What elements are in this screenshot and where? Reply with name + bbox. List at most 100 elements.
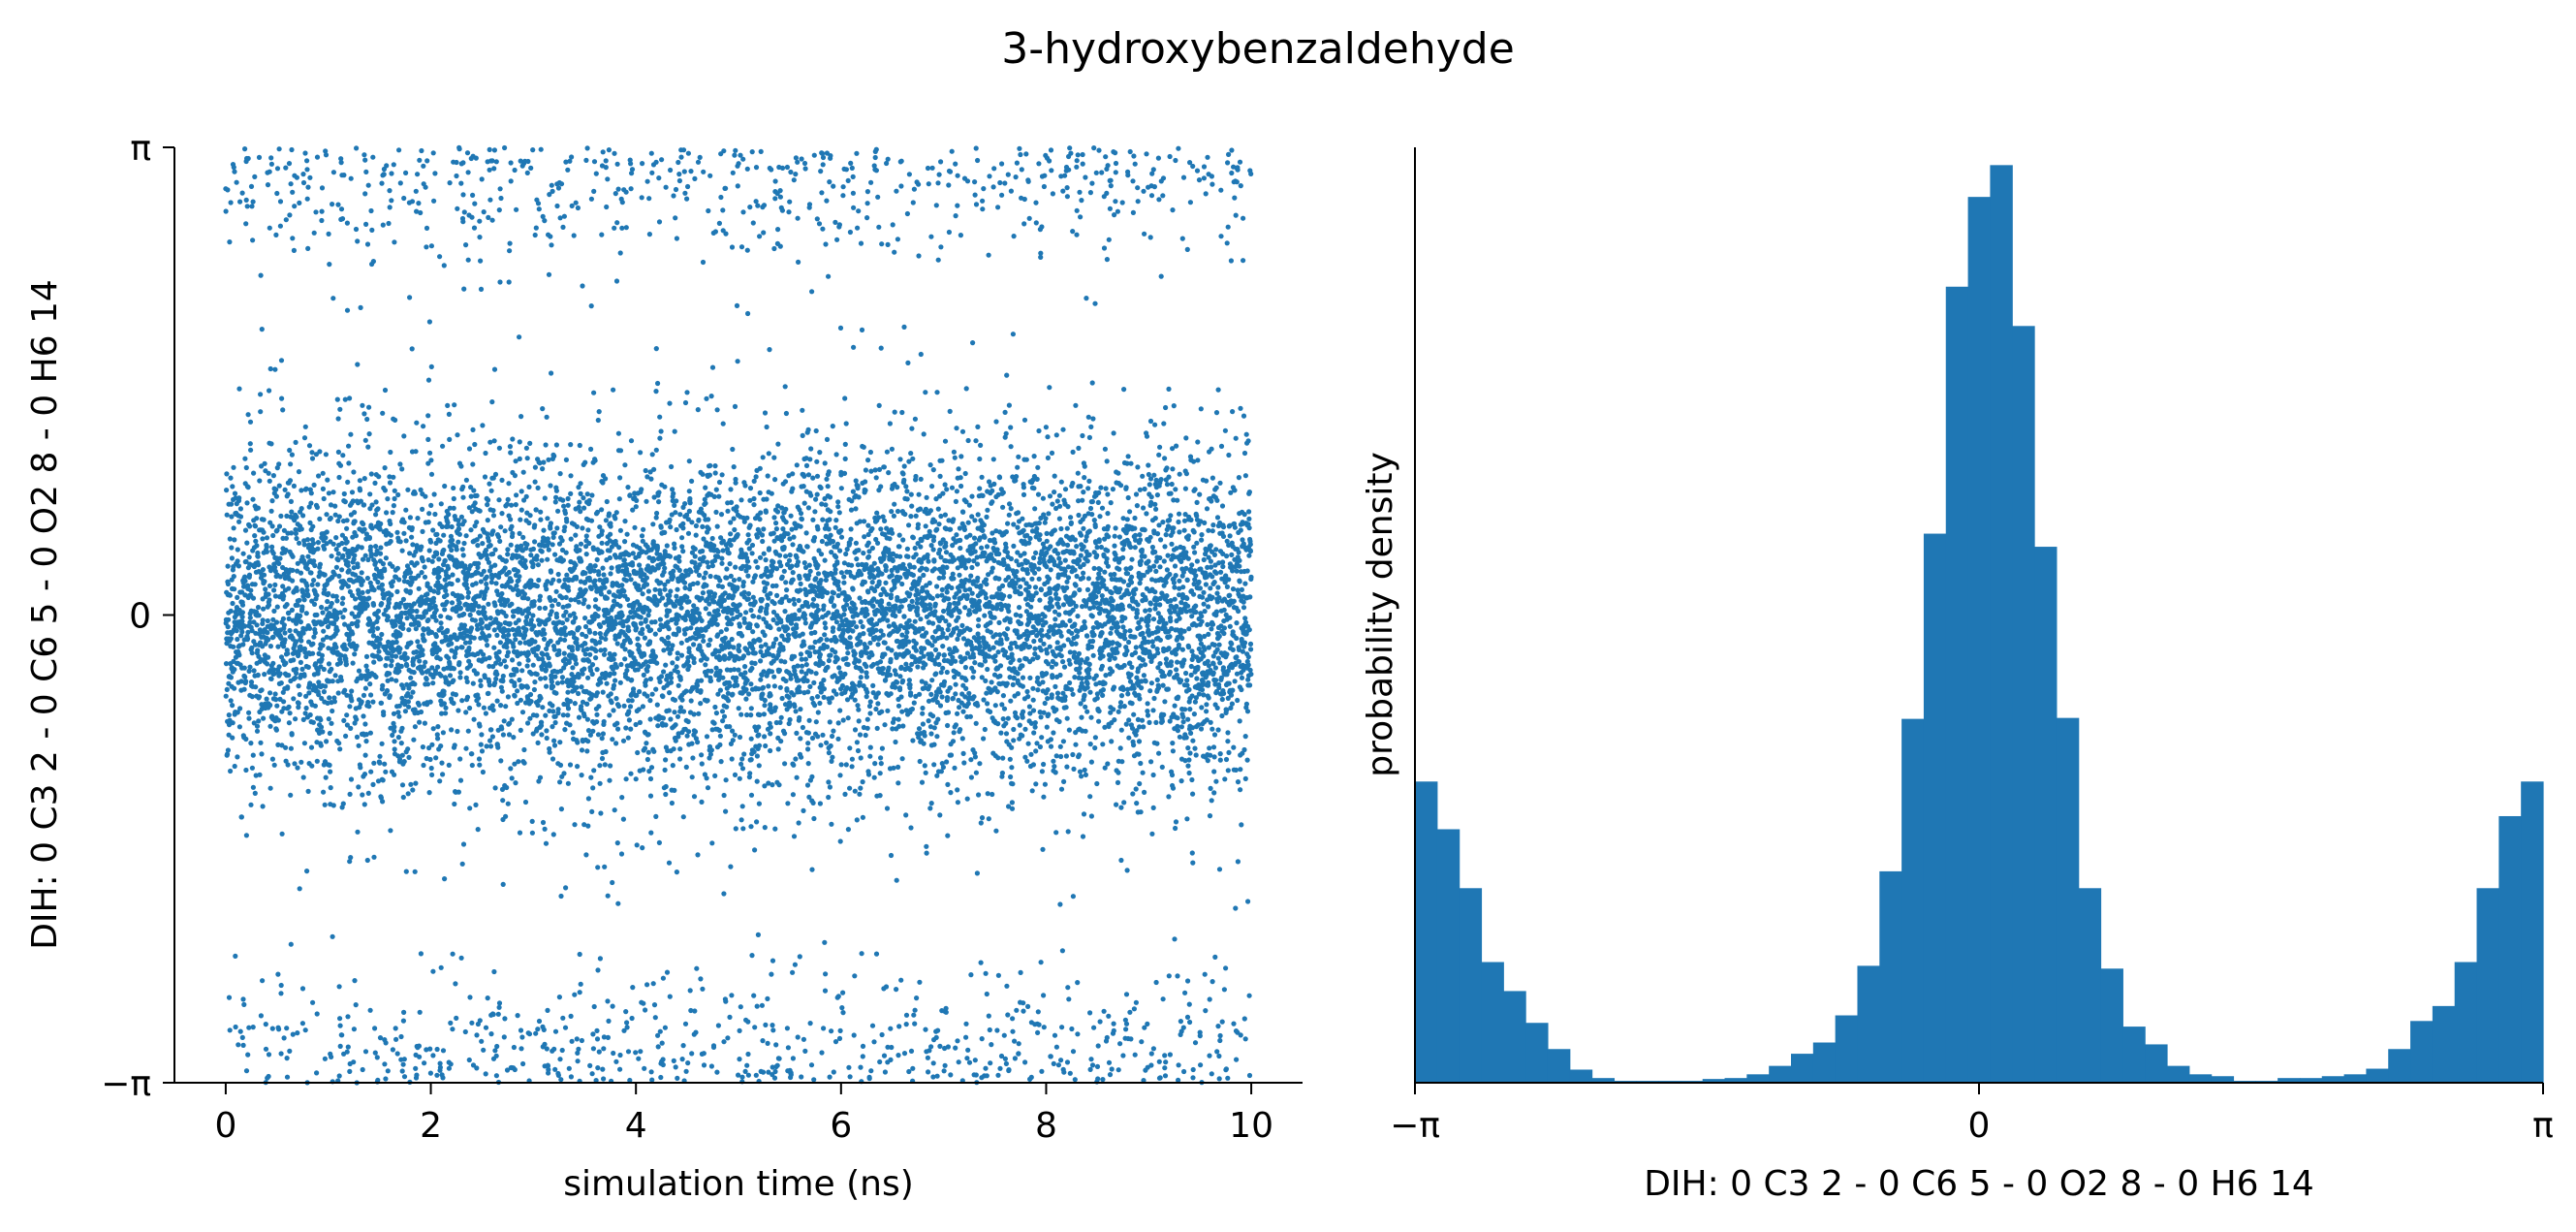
scatter-point: [495, 1011, 501, 1017]
scatter-point: [643, 616, 648, 623]
scatter-point: [700, 986, 706, 992]
scatter-point: [240, 642, 246, 648]
scatter-point: [397, 756, 403, 762]
scatter-point: [409, 534, 415, 540]
scatter-point: [611, 708, 616, 713]
scatter-point: [345, 584, 351, 589]
scatter-point: [562, 625, 568, 631]
scatter-point: [287, 478, 294, 484]
scatter-point: [601, 651, 608, 657]
scatter-point: [250, 752, 256, 758]
scatter-point: [308, 570, 314, 576]
scatter-point: [249, 765, 255, 771]
scatter-point: [705, 785, 711, 791]
scatter-point: [525, 651, 531, 657]
scatter-point: [393, 653, 399, 659]
scatter-point: [593, 655, 599, 661]
scatter-point: [707, 573, 713, 580]
scatter-point: [323, 683, 329, 689]
scatter-point: [467, 662, 473, 668]
scatter-point: [284, 513, 290, 520]
scatter-point: [535, 485, 541, 490]
scatter-point: [644, 741, 649, 746]
scatter-point: [408, 675, 414, 680]
scatter-point: [555, 571, 561, 578]
scatter-point: [398, 1033, 404, 1040]
scatter-point: [233, 953, 238, 960]
scatter-point: [583, 852, 589, 858]
scatter-point: [314, 758, 320, 764]
scatter-point: [626, 709, 632, 714]
scatter-point: [506, 481, 512, 487]
scatter-point: [238, 814, 244, 820]
scatter-point: [622, 539, 628, 545]
scatter-point: [518, 489, 524, 494]
scatter-point: [649, 1077, 655, 1083]
scatter-point: [350, 660, 356, 666]
scatter-point: [368, 207, 374, 214]
scatter-point: [500, 798, 506, 804]
scatter-point: [255, 672, 261, 678]
scatter-point: [284, 1056, 290, 1061]
scatter-point: [571, 233, 577, 238]
scatter-point: [270, 616, 276, 622]
scatter-point: [424, 681, 431, 687]
scatter-point: [524, 663, 530, 669]
scatter-point: [344, 220, 350, 226]
scatter-point: [241, 686, 247, 692]
scatter-point: [232, 763, 237, 770]
scatter-point: [323, 452, 329, 458]
scatter-point: [267, 702, 273, 709]
scatter-point: [535, 702, 541, 709]
scatter-point: [721, 891, 727, 897]
scatter-point: [633, 625, 640, 631]
scatter-point: [653, 686, 659, 692]
scatter-point: [337, 1043, 343, 1049]
scatter-point: [315, 582, 321, 587]
scatter-point: [277, 223, 283, 229]
scatter-point: [384, 163, 390, 169]
scatter-point: [543, 442, 549, 448]
scatter-point: [641, 767, 646, 773]
scatter-point: [728, 531, 734, 537]
scatter-point: [309, 450, 315, 456]
scatter-point: [486, 690, 491, 697]
scatter-point: [582, 641, 588, 647]
scatter-point: [551, 1046, 557, 1052]
scatter-point: [628, 771, 634, 776]
scatter-point: [227, 536, 233, 542]
scatter-point: [391, 648, 396, 654]
scatter-point: [397, 180, 403, 186]
scatter-point: [548, 597, 553, 604]
scatter-point: [354, 145, 360, 151]
scatter-point: [638, 620, 644, 626]
scatter-point: [500, 679, 506, 684]
scatter-point: [675, 159, 681, 166]
scatter-point: [349, 592, 356, 599]
scatter-point: [568, 442, 574, 448]
scatter-point: [441, 263, 447, 269]
scatter-point: [236, 652, 242, 658]
scatter-point: [492, 547, 498, 553]
scatter-point: [332, 673, 338, 679]
scatter-point: [634, 497, 640, 504]
scatter-point: [409, 525, 415, 531]
scatter-point: [380, 222, 386, 228]
scatter-point: [225, 747, 231, 753]
scatter-point: [585, 739, 591, 744]
scatter-point: [603, 476, 609, 482]
scatter-point: [276, 560, 282, 567]
scatter-point: [391, 162, 396, 168]
scatter-point: [393, 417, 398, 423]
scatter-point: [454, 159, 459, 166]
scatter-point: [250, 1025, 256, 1030]
scatter-point: [439, 760, 445, 766]
scatter-point: [675, 1075, 680, 1081]
scatter-point: [552, 719, 558, 726]
scatter-point: [320, 729, 326, 735]
scatter-point: [321, 495, 327, 502]
scatter-point: [692, 1008, 698, 1014]
scatter-point: [654, 660, 660, 666]
scatter-point: [515, 568, 521, 575]
